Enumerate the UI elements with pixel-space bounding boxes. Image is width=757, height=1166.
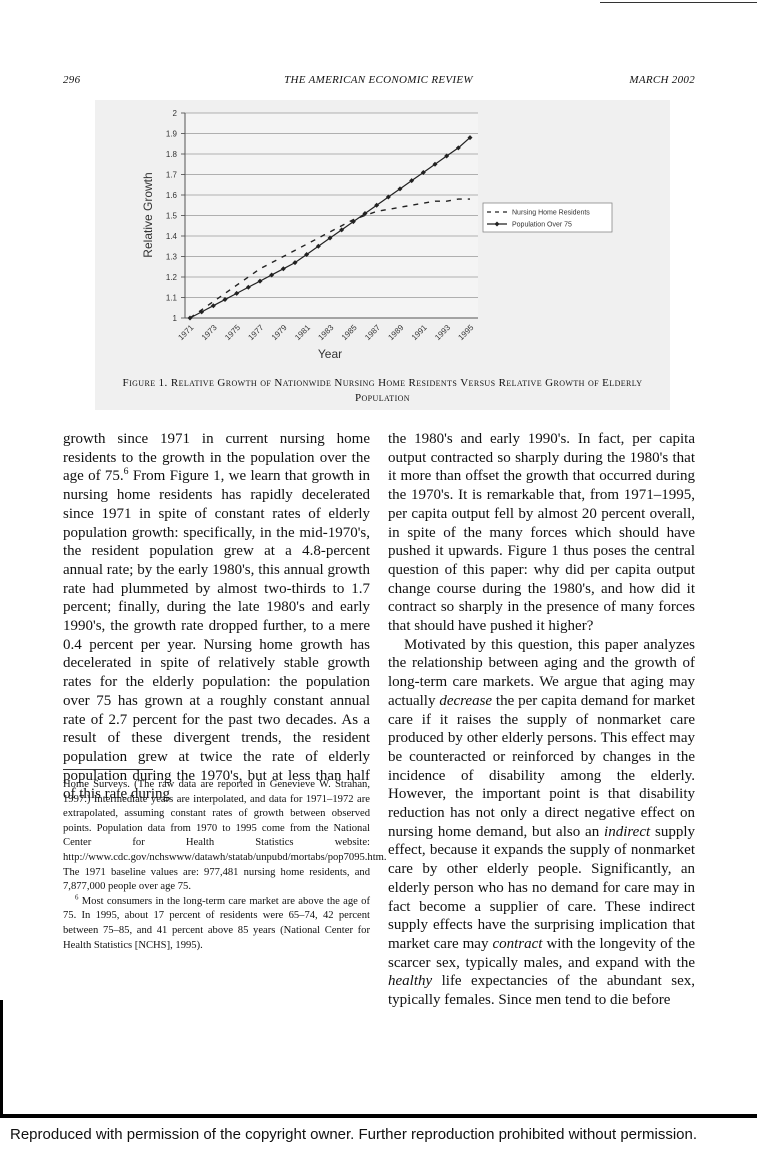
text-run: healthy [388,973,433,990]
series-line [189,198,470,319]
x-axis-label: Year [318,347,342,361]
y-tick-label: 1.7 [166,171,178,180]
data-point [187,315,193,321]
top-rule [600,2,757,3]
text-run: life expectancies of the abundant sex, t… [388,973,695,1009]
data-point [455,145,461,151]
legend-label: Population Over 75 [512,222,572,229]
paragraph: the 1980's and early 1990's. In fact, pe… [388,430,695,636]
footnote-marker: 6 [123,466,129,478]
y-tick-label: 1.5 [166,212,178,221]
footnote-rule [63,769,153,770]
data-point [339,227,345,233]
right-column: the 1980's and early 1990's. In fact, pe… [388,430,695,1010]
data-point [362,210,368,216]
data-point [245,284,251,290]
footer-rule [0,1114,757,1118]
data-point [304,251,310,257]
text-run: the per capita demand for market care if… [388,692,696,840]
text-run: decrease [439,692,493,709]
left-column: growth since 1971 in current nursing hom… [63,430,370,804]
chart: Relative Growth Year 1 1.1 1.2 1.3 1.4 1.5 1.6… [95,100,670,410]
data-point [374,202,380,208]
text-run: From Figure 1, we learn that growth in n… [63,468,371,803]
paragraph: Home Surveys. (The raw data are reported… [63,778,387,895]
data-point [409,178,415,184]
text-run: indirect [604,823,651,840]
paragraph: Motivated by this question, this paper a… [388,636,695,1010]
data-point [432,161,438,167]
journal-title: THE AMERICAN ECONOMIC REVIEW [284,74,473,86]
legend-marker [494,221,500,227]
text-run: with the longevity of the scarcer sex, t… [388,935,695,971]
text-run: Home Surveys. (The raw data are reported… [63,779,387,893]
text-run: Motivated by this question, this paper a… [388,636,695,709]
issue-date: MARCH 2002 [629,74,695,86]
text-run: Most consumers in the long-term care mar… [63,895,370,951]
footer-notice: Reproduced with permission of the copyri… [10,1126,698,1143]
data-point [210,303,216,309]
y-tick-label: 2 [173,109,178,118]
data-point [397,186,403,192]
y-tick-label: 1.1 [166,294,178,303]
footnote-marker: 6 [75,894,79,902]
footnotes: Home Surveys. (The raw data are reported… [63,778,387,953]
data-point [257,278,263,284]
y-tick-label: 1.8 [166,150,178,159]
data-point [467,135,473,141]
data-point [269,272,275,278]
data-point [327,235,333,241]
y-tick-label: 1.6 [166,191,178,200]
y-tick-label: 1.9 [166,130,178,139]
data-point [444,153,450,159]
y-tick-label: 1.3 [166,253,178,262]
data-point [280,266,286,272]
legend-box [482,202,613,233]
data-point [199,309,205,315]
y-tick-label: 1 [173,314,178,323]
edge-bar [0,1000,3,1118]
data-point [315,243,321,249]
paragraph: growth since 1971 in current nursing hom… [63,430,370,804]
y-tick-label: 1.4 [166,232,178,241]
data-point [222,297,228,303]
data-point [234,290,240,296]
legend-label: Nursing Home Residents [512,210,590,217]
data-point [420,169,426,175]
paragraph: 6 Most consumers in the long-term care m… [63,894,370,953]
text-run: supply effect, because it expands the su… [388,823,695,952]
figure-caption: Figure 1. Relative Growth of Nationwide … [122,377,643,404]
y-axis-label: Relative Growth [141,172,155,257]
page-number: 296 [63,74,81,86]
text-run: growth since 1971 in current nursing hom… [63,431,370,485]
text-run: the 1980's and early 1990's. In fact, pe… [388,431,695,635]
data-point [350,219,356,225]
data-point [292,260,298,266]
text-run: contract [492,935,543,952]
data-point [385,194,391,200]
y-tick-label: 1.2 [166,273,178,282]
